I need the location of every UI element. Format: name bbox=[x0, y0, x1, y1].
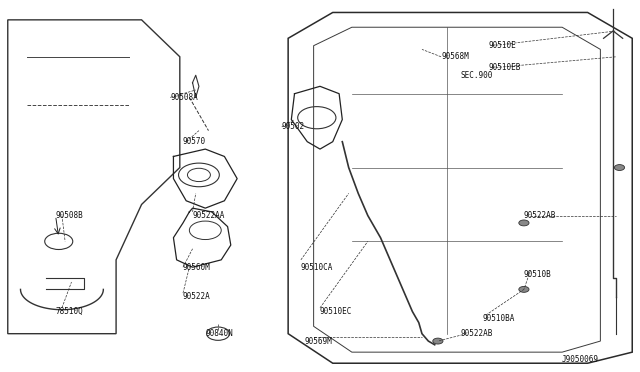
Text: SEC.900: SEC.900 bbox=[460, 71, 493, 80]
Text: 90568M: 90568M bbox=[441, 52, 469, 61]
Text: 90840N: 90840N bbox=[205, 329, 233, 338]
Text: 90510B: 90510B bbox=[524, 270, 552, 279]
Text: J9050069: J9050069 bbox=[562, 355, 599, 364]
Text: 90508B: 90508B bbox=[56, 211, 83, 220]
Text: 90510EC: 90510EC bbox=[320, 307, 353, 316]
Text: 90510EB: 90510EB bbox=[489, 63, 521, 72]
Text: 90508A: 90508A bbox=[170, 93, 198, 102]
Circle shape bbox=[433, 338, 443, 344]
Text: 90522AA: 90522AA bbox=[193, 211, 225, 220]
Text: 90510CA: 90510CA bbox=[301, 263, 333, 272]
Text: 90570: 90570 bbox=[183, 137, 206, 146]
Text: 90522A: 90522A bbox=[183, 292, 211, 301]
Text: 78510Q: 78510Q bbox=[56, 307, 83, 316]
Text: 90510E: 90510E bbox=[489, 41, 516, 50]
Text: 90510BA: 90510BA bbox=[483, 314, 515, 323]
Circle shape bbox=[519, 220, 529, 226]
Text: 90522AB: 90522AB bbox=[524, 211, 556, 220]
Circle shape bbox=[614, 164, 625, 170]
Circle shape bbox=[519, 286, 529, 292]
Text: 90522AB: 90522AB bbox=[460, 329, 493, 338]
Text: 90560M: 90560M bbox=[183, 263, 211, 272]
Text: 90569M: 90569M bbox=[304, 337, 332, 346]
Text: 90502: 90502 bbox=[282, 122, 305, 131]
